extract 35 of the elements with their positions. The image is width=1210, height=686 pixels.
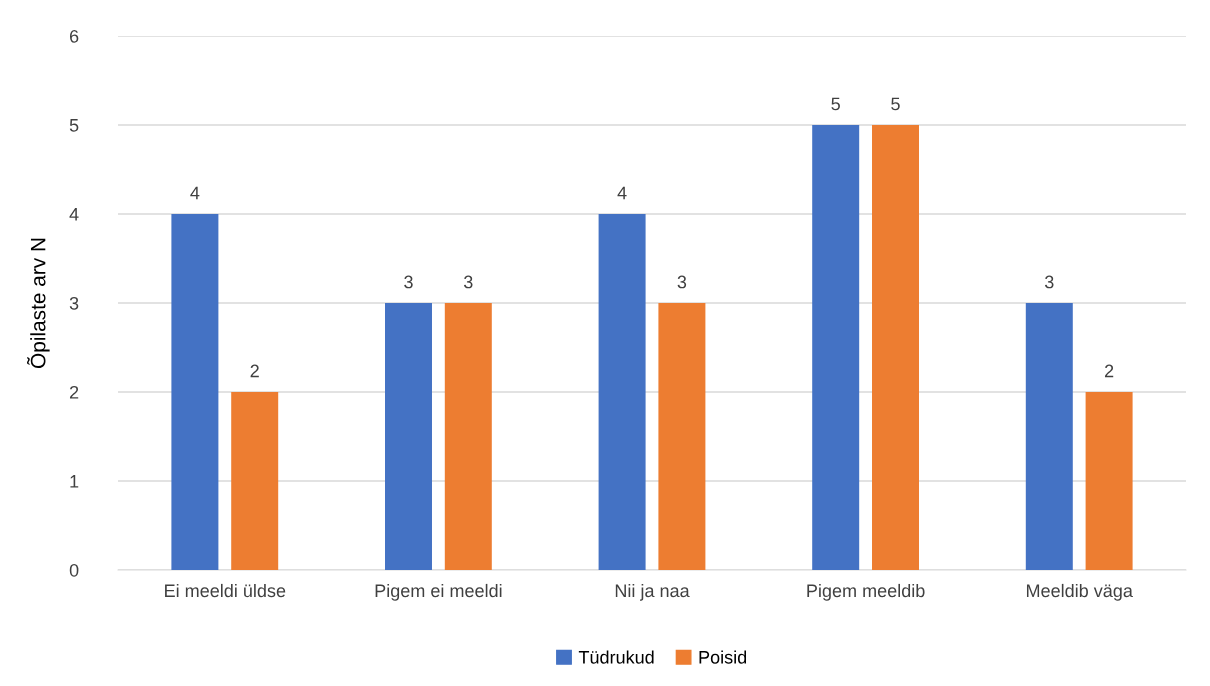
x-tick-label: Ei meeldi üldse <box>165 583 286 598</box>
data-label: 5 <box>831 97 840 111</box>
data-label: 3 <box>1044 275 1054 289</box>
y-tick-label: 3 <box>69 296 79 310</box>
bar <box>658 303 706 570</box>
y-tick-label: 0 <box>69 563 79 577</box>
bar <box>231 392 279 570</box>
legend-label: Tüdrukud <box>578 650 654 664</box>
y-tick-label: 2 <box>69 385 79 399</box>
data-label: 5 <box>891 97 900 111</box>
data-label: 3 <box>463 275 473 289</box>
data-label: 2 <box>1104 364 1114 378</box>
x-tick-label: Meeldib väga <box>1026 583 1133 601</box>
data-label: 2 <box>250 364 259 378</box>
bar <box>444 303 492 570</box>
bar <box>385 303 432 570</box>
bar <box>872 125 919 570</box>
y-tick-label: 1 <box>70 475 79 488</box>
data-label: 4 <box>617 186 627 200</box>
legend-label: Poisid <box>699 650 747 664</box>
bar <box>1085 392 1133 570</box>
bar <box>171 214 219 570</box>
x-tick-label: Pigem meeldib <box>807 583 925 601</box>
y-tick-label: 4 <box>69 208 79 221</box>
bar <box>598 214 646 570</box>
y-tick-label: 6 <box>69 29 79 43</box>
x-tick-label: Nii ja naa <box>615 583 690 601</box>
data-label: 3 <box>404 275 413 289</box>
data-label: 3 <box>677 275 687 289</box>
data-label: 4 <box>190 186 200 200</box>
y-tick-label: 5 <box>69 119 79 132</box>
bar <box>812 125 860 570</box>
bar <box>1025 303 1073 570</box>
x-tick-label: Pigem ei meeldi <box>375 583 502 601</box>
y-axis-title: Õpilaste arv N <box>27 238 50 368</box>
